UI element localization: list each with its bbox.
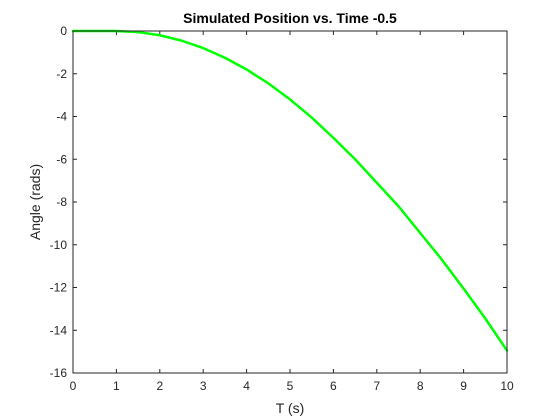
- x-tick-label: 4: [243, 379, 250, 393]
- x-tick-label: 3: [200, 379, 207, 393]
- y-tick-label: -10: [50, 238, 68, 252]
- y-tick-label: 0: [60, 24, 67, 38]
- series-line-0: [71, 29, 509, 352]
- x-tick-label: 8: [417, 379, 424, 393]
- x-tick-label: 1: [113, 379, 120, 393]
- y-tick-label: -4: [56, 110, 67, 124]
- x-tick-label: 10: [500, 379, 514, 393]
- y-tick-label: -2: [56, 67, 67, 81]
- y-tick-label: -6: [56, 152, 67, 166]
- plot-area-background: [73, 31, 507, 373]
- x-tick-label: 0: [70, 379, 77, 393]
- series-layer: [71, 29, 509, 352]
- y-tick-label: -8: [56, 195, 67, 209]
- x-tick-label: 7: [373, 379, 380, 393]
- x-tick-label: 2: [156, 379, 163, 393]
- x-tick-label: 5: [287, 379, 294, 393]
- x-axis-label: T (s): [276, 400, 305, 416]
- axis-tick-labels: 0 1 2 3 4 5 6 7 8 9 10 0 -2 -4 -6 -8 -10 -12 -14 -16: [50, 24, 514, 393]
- y-tick-label: -16: [50, 366, 68, 380]
- x-tick-label: 9: [460, 379, 467, 393]
- chart-title: Simulated Position vs. Time -0.5: [183, 10, 397, 26]
- plot-area-box: [72, 30, 508, 374]
- y-tick-label: -12: [50, 281, 68, 295]
- y-axis-label: Angle (rads): [27, 164, 43, 240]
- y-tick-label: -14: [50, 323, 68, 337]
- x-tick-label: 6: [330, 379, 337, 393]
